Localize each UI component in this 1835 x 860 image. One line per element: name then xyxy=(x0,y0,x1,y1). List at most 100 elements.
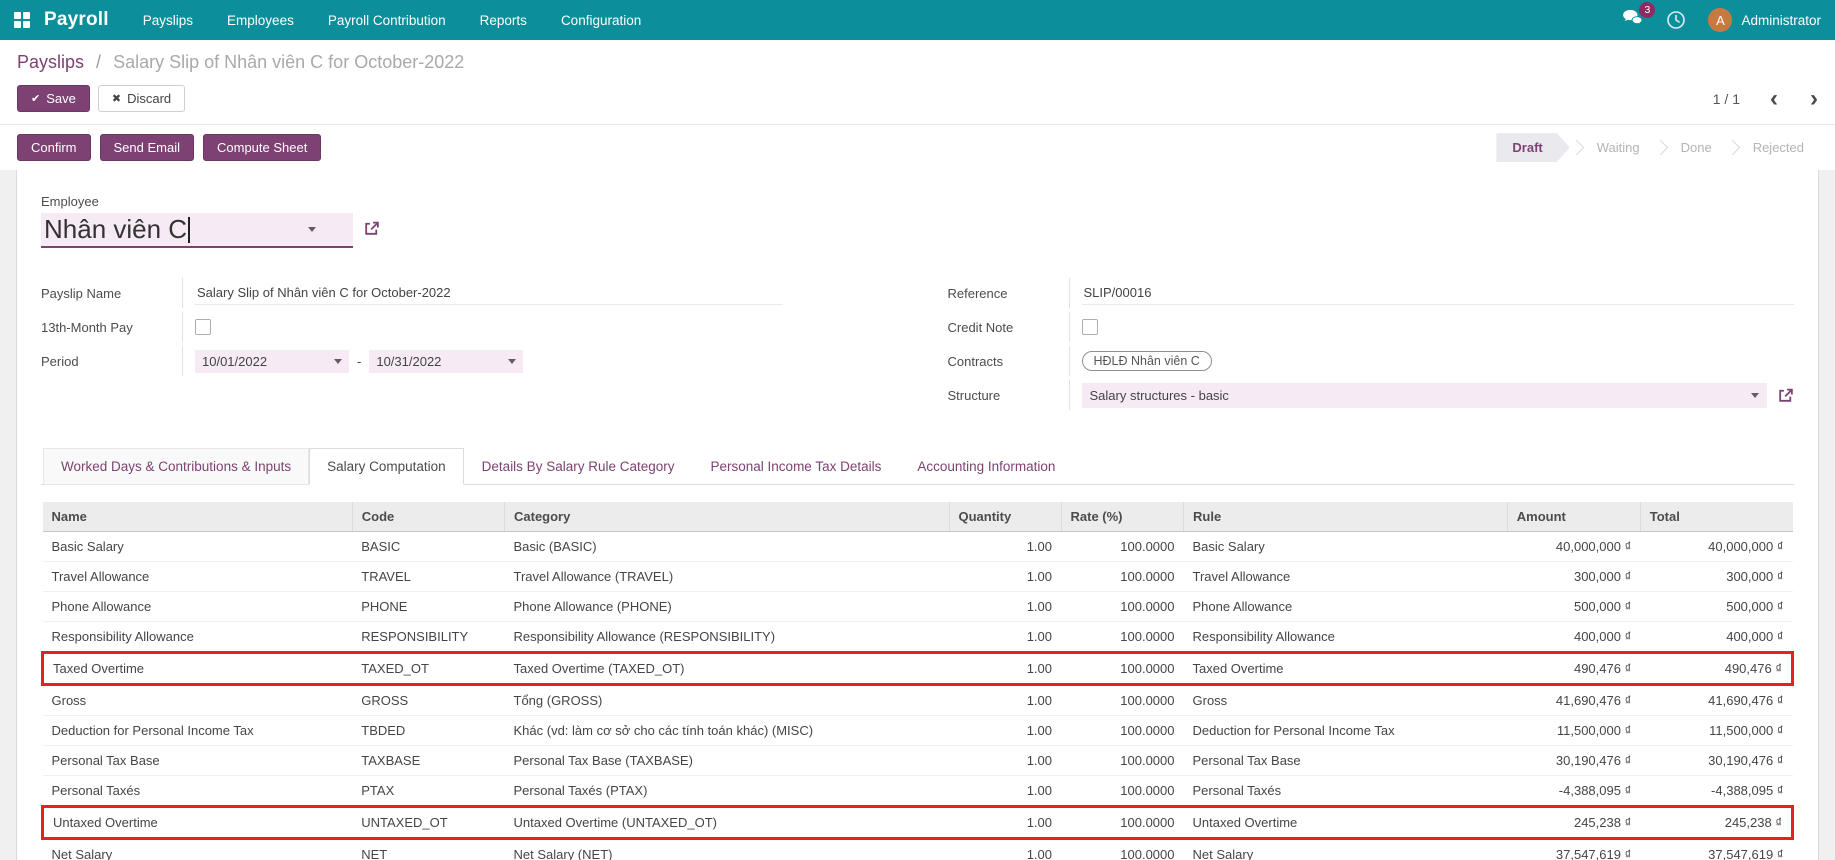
cell-code[interactable]: PTAX xyxy=(352,775,505,807)
cell-rate[interactable]: 100.0000 xyxy=(1061,591,1184,622)
navbar-menu-item[interactable]: Payslips xyxy=(142,12,194,28)
cell-code[interactable]: GROSS xyxy=(352,684,505,716)
table-row[interactable]: Responsibility Allowance RESPONSIBILITY … xyxy=(42,621,1793,653)
cell-total[interactable]: 245,238 ₫ xyxy=(1640,805,1795,840)
cell-rate[interactable]: 100.0000 xyxy=(1061,651,1184,686)
breadcrumb-parent[interactable]: Payslips xyxy=(17,52,85,72)
cell-rate[interactable]: 100.0000 xyxy=(1061,838,1184,860)
column-header[interactable]: Total xyxy=(1640,502,1793,532)
cell-category[interactable]: Taxed Overtime (TAXED_OT) xyxy=(504,651,949,686)
cell-quantity[interactable]: 1.00 xyxy=(949,805,1061,840)
cell-amount[interactable]: 500,000 ₫ xyxy=(1507,591,1641,622)
cell-total[interactable]: 30,190,476 ₫ xyxy=(1640,745,1793,776)
cell-amount[interactable]: 11,500,000 ₫ xyxy=(1507,715,1641,746)
navbar-menu-item[interactable]: Reports xyxy=(479,12,527,28)
cell-name[interactable]: Personal Taxés xyxy=(42,775,353,807)
cell-rate[interactable]: 100.0000 xyxy=(1061,561,1184,592)
table-row[interactable]: Personal Taxés PTAX Personal Taxés (PTAX… xyxy=(42,775,1793,807)
messages-button[interactable]: 3 xyxy=(1622,1,1656,32)
cell-total[interactable]: 40,000,000 ₫ xyxy=(1640,531,1793,562)
reference-field[interactable]: SLIP/00016 xyxy=(1081,281,1794,305)
navbar-menu-item[interactable]: Employees xyxy=(227,12,294,28)
chevron-down-icon[interactable] xyxy=(334,358,342,364)
statusbar-action-button[interactable]: Compute Sheet xyxy=(203,134,322,161)
apps-grid-icon[interactable] xyxy=(14,12,30,28)
period-to-field[interactable]: 10/31/2022 xyxy=(369,349,524,373)
cell-category[interactable]: Khác (vd: làm cơ sở cho các tính toán kh… xyxy=(504,715,949,746)
cell-amount[interactable]: 30,190,476 ₫ xyxy=(1507,745,1641,776)
column-header[interactable]: Name xyxy=(42,502,353,532)
period-from-field[interactable]: 10/01/2022 xyxy=(195,349,349,373)
chevron-down-icon[interactable] xyxy=(1751,392,1759,398)
navbar-menu-item[interactable]: Configuration xyxy=(560,12,642,28)
cell-quantity[interactable]: 1.00 xyxy=(949,775,1061,807)
cell-code[interactable]: TAXBASE xyxy=(352,745,505,776)
cell-total[interactable]: 300,000 ₫ xyxy=(1640,561,1793,592)
column-header[interactable]: Quantity xyxy=(949,502,1062,532)
credit-note-checkbox[interactable] xyxy=(1081,319,1098,335)
cell-name[interactable]: Phone Allowance xyxy=(42,591,353,622)
column-header[interactable]: Category xyxy=(504,502,950,532)
contract-tag[interactable]: HĐLĐ Nhân viên C xyxy=(1081,351,1212,371)
cell-quantity[interactable]: 1.00 xyxy=(949,745,1061,776)
cell-category[interactable]: Tổng (GROSS) xyxy=(504,684,949,716)
cell-rule[interactable]: Phone Allowance xyxy=(1183,591,1508,622)
cell-total[interactable]: -4,388,095 ₫ xyxy=(1640,775,1793,807)
status-state[interactable]: Waiting xyxy=(1596,140,1640,155)
structure-external-link-icon[interactable] xyxy=(1777,387,1794,404)
discard-button[interactable]: ✖ Discard xyxy=(97,85,186,112)
table-row[interactable]: Travel Allowance TRAVEL Travel Allowance… xyxy=(42,561,1793,592)
tab[interactable]: Details By Salary Rule Category xyxy=(481,459,675,474)
cell-name[interactable]: Taxed Overtime xyxy=(41,651,353,686)
cell-category[interactable]: Travel Allowance (TRAVEL) xyxy=(504,561,949,592)
activities-clock-icon[interactable] xyxy=(1666,10,1686,30)
cell-quantity[interactable]: 1.00 xyxy=(949,591,1061,622)
cell-rate[interactable]: 100.0000 xyxy=(1061,745,1184,776)
cell-quantity[interactable]: 1.00 xyxy=(949,715,1061,746)
cell-rule[interactable]: Travel Allowance xyxy=(1183,561,1508,592)
cell-amount[interactable]: 245,238 ₫ xyxy=(1507,805,1641,840)
cell-amount[interactable]: 400,000 ₫ xyxy=(1507,621,1641,653)
cell-rule[interactable]: Taxed Overtime xyxy=(1183,651,1508,686)
statusbar-action-button[interactable]: Send Email xyxy=(99,134,194,161)
cell-category[interactable]: Personal Taxés (PTAX) xyxy=(504,775,949,807)
app-title[interactable]: Payroll xyxy=(44,9,109,30)
cell-rule[interactable]: Gross xyxy=(1183,684,1508,716)
cell-category[interactable]: Personal Tax Base (TAXBASE) xyxy=(504,745,949,776)
cell-code[interactable]: RESPONSIBILITY xyxy=(352,621,505,653)
cell-name[interactable]: Travel Allowance xyxy=(42,561,353,592)
column-header[interactable]: Rule xyxy=(1183,502,1508,532)
cell-category[interactable]: Basic (BASIC) xyxy=(504,531,949,562)
chevron-down-icon[interactable] xyxy=(308,227,317,232)
cell-quantity[interactable]: 1.00 xyxy=(949,838,1061,860)
cell-total[interactable]: 500,000 ₫ xyxy=(1640,591,1793,622)
cell-amount[interactable]: -4,388,095 ₫ xyxy=(1507,775,1641,807)
cell-rule[interactable]: Personal Taxés xyxy=(1183,775,1508,807)
save-button[interactable]: ✔ Save xyxy=(17,85,90,112)
cell-total[interactable]: 41,690,476 ₫ xyxy=(1640,684,1793,716)
cell-total[interactable]: 400,000 ₫ xyxy=(1640,621,1793,653)
cell-amount[interactable]: 37,547,619 ₫ xyxy=(1507,838,1641,860)
cell-category[interactable]: Net Salary (NET) xyxy=(504,838,949,860)
table-row[interactable]: Phone Allowance PHONE Phone Allowance (P… xyxy=(42,591,1793,622)
chevron-down-icon[interactable] xyxy=(508,358,517,364)
column-header[interactable]: Rate (%) xyxy=(1061,502,1184,532)
cell-name[interactable]: Untaxed Overtime xyxy=(41,805,353,840)
cell-name[interactable]: Basic Salary xyxy=(42,531,353,562)
table-row[interactable]: Net Salary NET Net Salary (NET) 1.00 100… xyxy=(42,838,1793,860)
cell-code[interactable]: UNTAXED_OT xyxy=(352,805,505,840)
cell-name[interactable]: Deduction for Personal Income Tax xyxy=(42,715,353,746)
column-header[interactable]: Amount xyxy=(1507,502,1641,532)
table-row[interactable]: Taxed Overtime TAXED_OT Taxed Overtime (… xyxy=(41,651,1795,686)
status-state[interactable]: Done xyxy=(1680,140,1712,155)
tab[interactable]: Personal Income Tax Details xyxy=(710,459,882,474)
cell-total[interactable]: 37,547,619 ₫ xyxy=(1640,838,1793,860)
cell-code[interactable]: TRAVEL xyxy=(352,561,505,592)
cell-name[interactable]: Gross xyxy=(42,684,353,716)
cell-rule[interactable]: Responsibility Allowance xyxy=(1183,621,1508,653)
tab[interactable]: Worked Days & Contributions & Inputs xyxy=(43,448,310,485)
cell-quantity[interactable]: 1.00 xyxy=(949,621,1061,653)
table-row[interactable]: Gross GROSS Tổng (GROSS) 1.00 100.0000 G… xyxy=(42,684,1793,716)
employee-external-link-icon[interactable] xyxy=(363,220,380,237)
table-row[interactable]: Basic Salary BASIC Basic (BASIC) 1.00 10… xyxy=(42,531,1793,562)
